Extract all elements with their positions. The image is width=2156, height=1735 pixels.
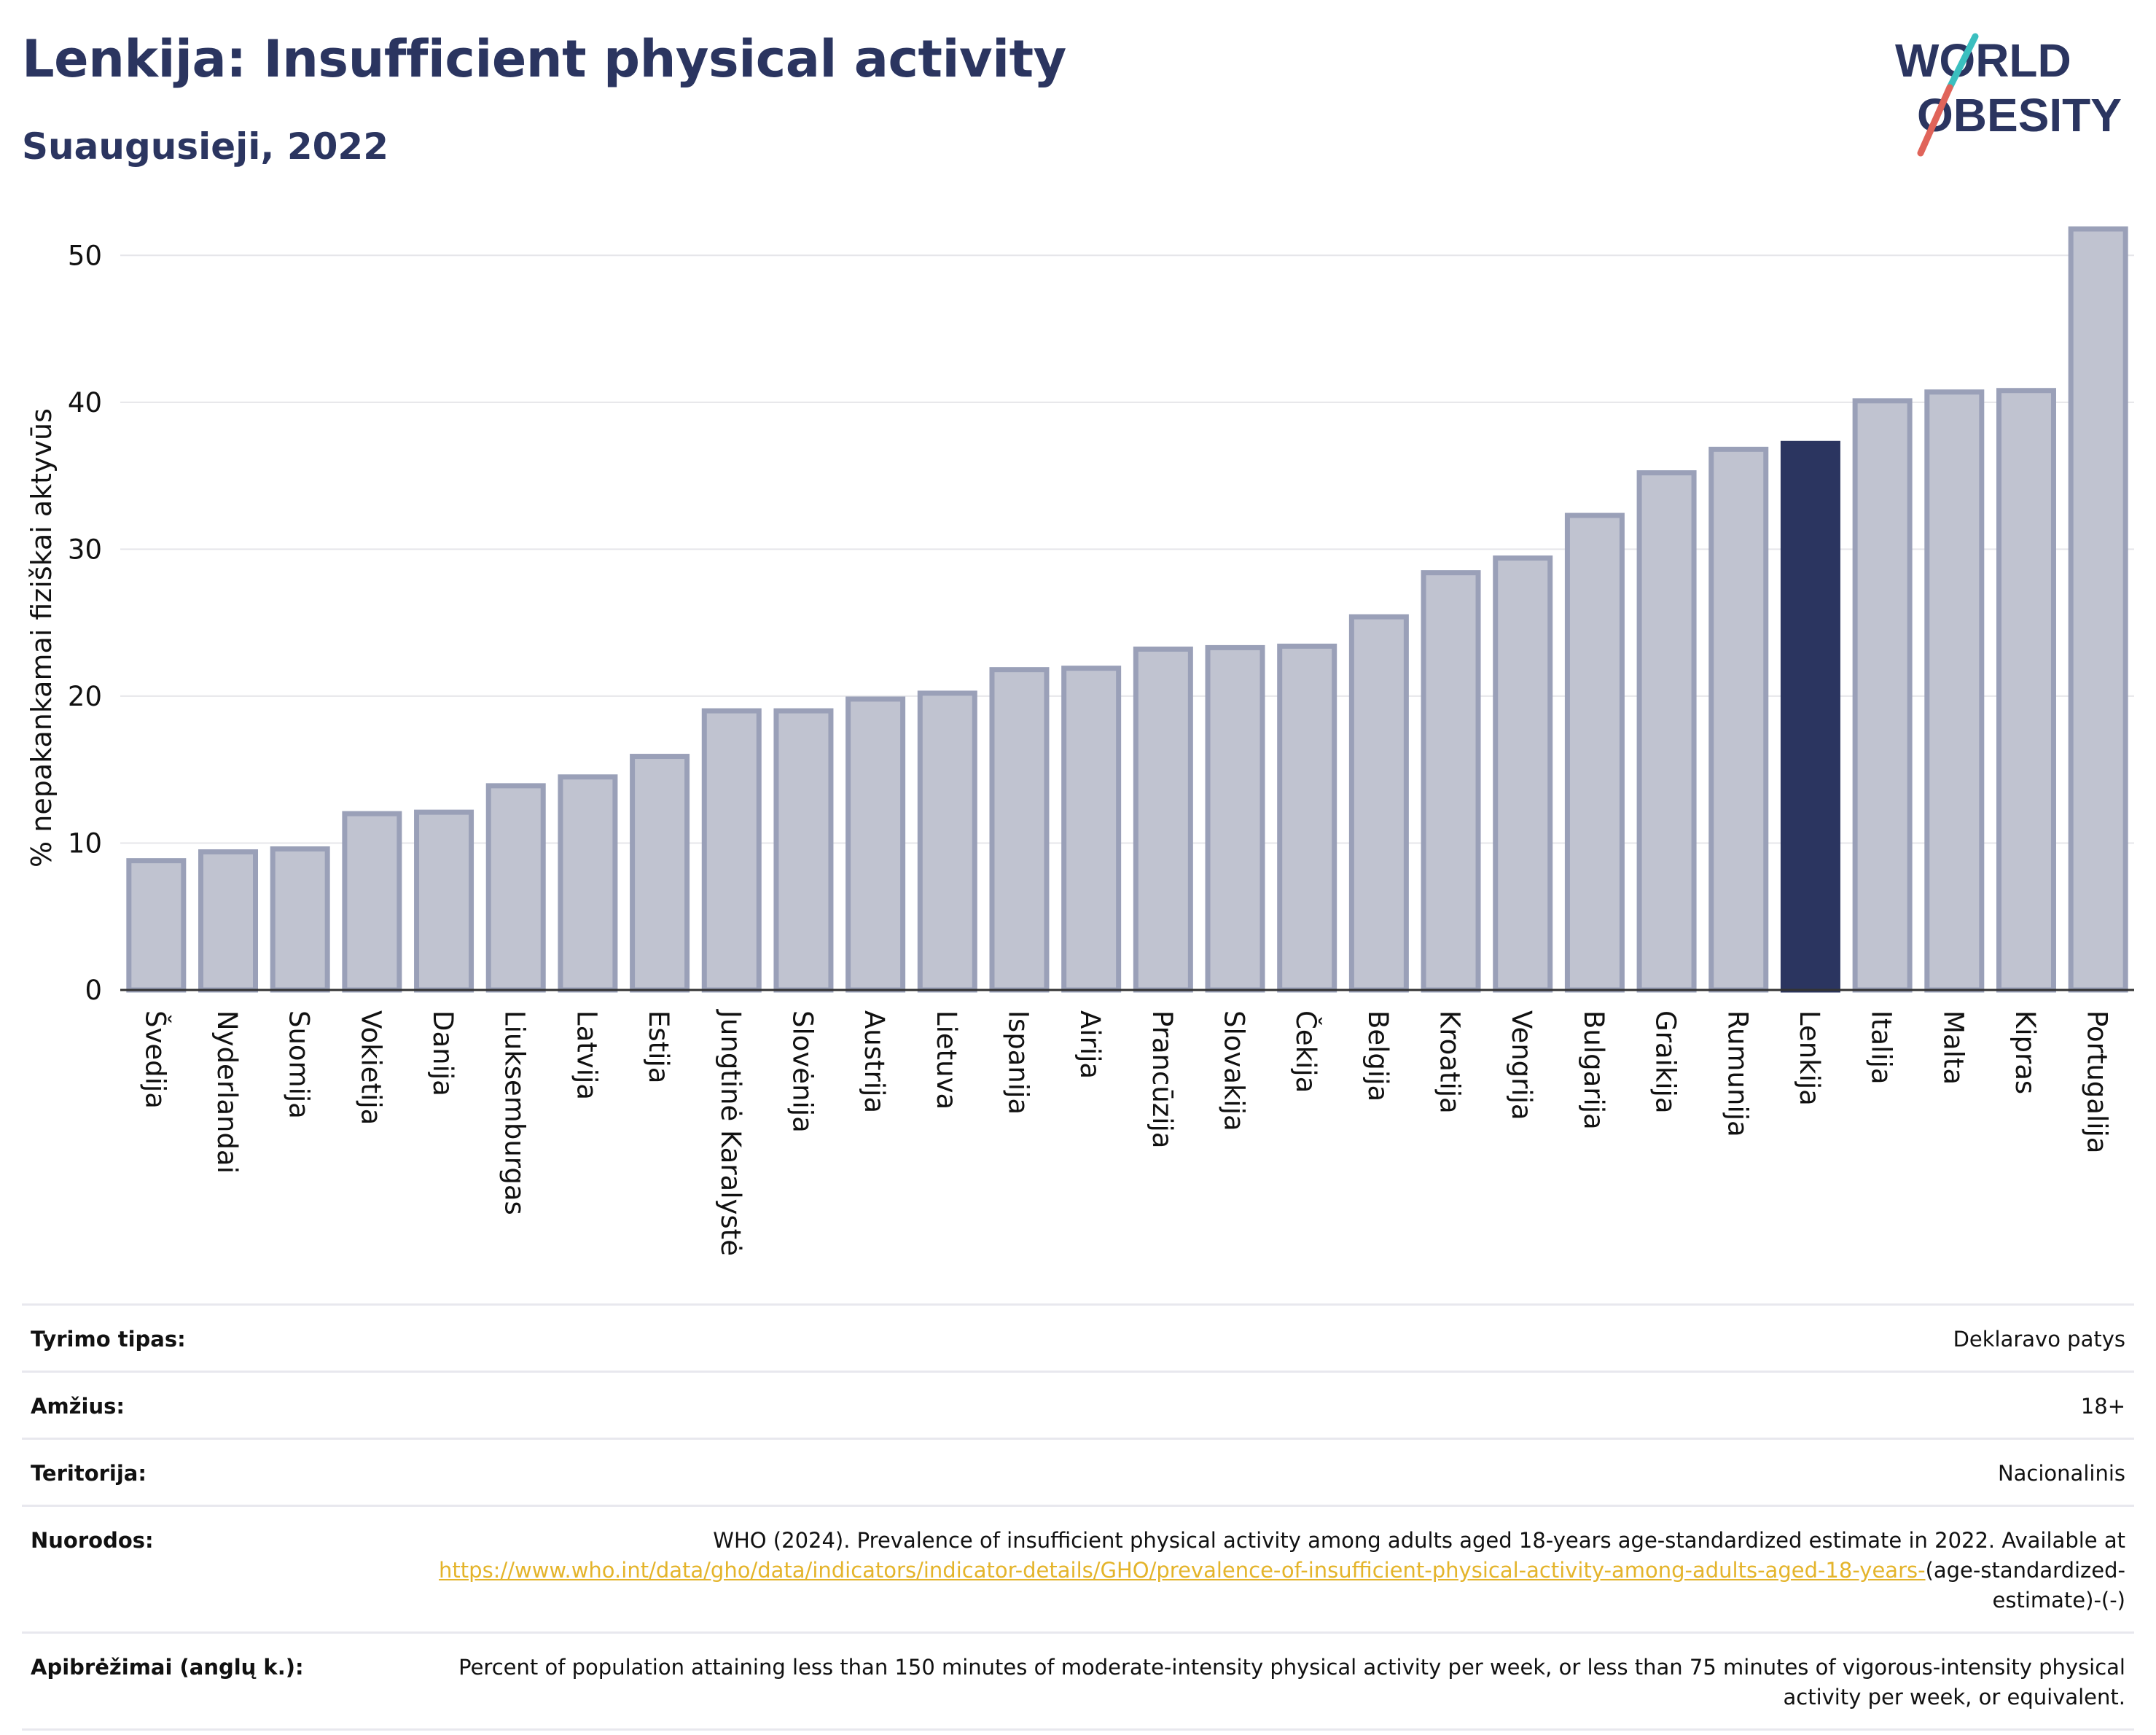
x-tick-label: Jungtinė Karalystė — [715, 1009, 746, 1256]
info-label: Teritorija: — [31, 1461, 147, 1486]
x-tick-label: Ispanija — [1002, 1010, 1034, 1115]
info-value-references: WHO (2024). Prevalence of insufficient p… — [376, 1526, 2125, 1615]
info-table: Tyrimo tipas: Deklaravo patys Amžius: 18… — [22, 1303, 2134, 1731]
info-row-age: Amžius: 18+ — [22, 1371, 2134, 1438]
bar-suomija — [270, 846, 330, 993]
info-value: Deklaravo patys — [1953, 1327, 2125, 1352]
x-tick-label: Liuksemburgas — [499, 1010, 531, 1215]
x-tick-label: Kroatija — [1434, 1010, 1466, 1114]
bar-belgija — [1348, 614, 1409, 993]
bar-vengrija — [1493, 555, 1553, 993]
reference-link[interactable]: https://www.who.int/data/gho/data/indica… — [439, 1558, 1926, 1583]
bar-graikija — [1636, 470, 1697, 993]
bar-austrija — [845, 696, 906, 993]
bar-prancūzija — [1133, 646, 1193, 993]
x-tick-label: Airija — [1074, 1010, 1106, 1079]
info-value: Percent of population attaining less tha… — [458, 1655, 2125, 1709]
bar-nyderlandai — [198, 849, 259, 993]
x-tick-label: Prancūzija — [1147, 1010, 1178, 1148]
x-tick-label: Latvija — [571, 1010, 602, 1100]
info-label: Nuorodos: — [31, 1528, 154, 1553]
y-tick-label: 30 — [68, 534, 102, 565]
x-tick-label: Nyderlandai — [211, 1010, 243, 1174]
bar-rumunija — [1708, 446, 1769, 993]
x-tick-label: Austrija — [859, 1010, 890, 1113]
x-tick-label: Malta — [1937, 1010, 1969, 1085]
bar-čekija — [1277, 643, 1337, 993]
logo-line-2: OBESITY — [1917, 89, 2122, 141]
bar-vokietija — [342, 811, 402, 993]
bar-ispanija — [989, 667, 1050, 993]
logo-line-1: WORLD — [1895, 34, 2071, 87]
y-tick-label: 10 — [68, 827, 102, 859]
bar-liuksemburgas — [485, 783, 546, 993]
x-tick-label: Slovakija — [1219, 1010, 1250, 1131]
bar-kipras — [1996, 388, 2056, 993]
info-row-survey-type: Tyrimo tipas: Deklaravo patys — [22, 1303, 2134, 1371]
y-tick-label: 50 — [68, 240, 102, 271]
bar-chart: 0 10 20 30 40 50 Švedija Nyderlandai Suomija Vok… — [26, 226, 2134, 1256]
info-row-references: Nuorodos: WHO (2024). Prevalence of insu… — [22, 1505, 2134, 1631]
bar-slovėnija — [773, 708, 834, 993]
bar-estija — [630, 754, 690, 993]
x-tick-label: Italija — [1866, 1010, 1897, 1085]
info-value: Nacionalinis — [1997, 1461, 2125, 1486]
x-tick-label: Estija — [643, 1010, 674, 1083]
x-tick-label: Rumunija — [1722, 1010, 1753, 1137]
x-tick-label: Danija — [427, 1010, 458, 1096]
info-row-territory: Teritorija: Nacionalinis — [22, 1438, 2134, 1505]
chart-title: Lenkija: Insufficient physical activity — [22, 29, 1066, 89]
info-row-definitions: Apibrėžimai (anglų k.): Percent of popul… — [22, 1631, 2134, 1731]
world-obesity-logo: WORLD OBESITY — [1895, 33, 2122, 157]
x-tick-label: Vengrija — [1506, 1010, 1537, 1120]
y-axis-label: % nepakankamai fiziškai aktyvūs — [26, 408, 58, 868]
bar-lietuva — [917, 690, 977, 993]
info-value: 18+ — [2080, 1394, 2125, 1419]
bar-kroatija — [1421, 570, 1481, 993]
x-tick-label: Vokietija — [355, 1010, 386, 1125]
bar-malta — [1924, 389, 1985, 993]
bar-latvija — [558, 774, 618, 993]
x-tick-label: Kipras — [2009, 1010, 2041, 1094]
logo-slash-red — [1917, 84, 1953, 157]
bar-bulgarija — [1564, 512, 1625, 993]
bar-švedija — [126, 858, 187, 993]
logo-slash-teal — [1946, 33, 1979, 91]
info-label: Tyrimo tipas: — [31, 1327, 186, 1352]
bar-lenkija — [1780, 440, 1840, 993]
x-tick-label: Bulgarija — [1578, 1010, 1609, 1130]
x-tick-label: Lietuva — [931, 1010, 962, 1110]
x-tick-label: Lenkija — [1794, 1010, 1825, 1106]
y-tick-label: 0 — [85, 975, 102, 1006]
bar-slovakija — [1205, 644, 1265, 993]
bars — [126, 226, 2128, 993]
info-label: Apibrėžimai (anglų k.): — [31, 1655, 304, 1680]
info-label: Amžius: — [31, 1394, 125, 1419]
bar-portugalija — [2068, 226, 2128, 993]
bar-danija — [414, 809, 474, 993]
x-tick-labels: Švedija Nyderlandai Suomija Vokietija Danija… — [139, 1009, 2112, 1256]
x-tick-label: Slovėnija — [786, 1010, 818, 1133]
x-tick-label: Belgija — [1362, 1010, 1394, 1102]
y-tick-labels: 0 10 20 30 40 50 — [68, 240, 102, 1006]
x-tick-label: Portugalija — [2082, 1010, 2113, 1153]
reference-suffix: (age-standardized-estimate)-(-) — [1925, 1558, 2125, 1613]
reference-text: WHO (2024). Prevalence of insufficient p… — [713, 1528, 2125, 1553]
x-tick-label: Graikija — [1650, 1010, 1682, 1114]
bar-airija — [1061, 666, 1122, 993]
x-tick-label: Suomija — [284, 1010, 315, 1119]
bar-italija — [1852, 398, 1913, 993]
x-tick-label: Čekija — [1290, 1010, 1322, 1093]
bar-jungtinė-karalystė — [701, 708, 762, 993]
x-tick-label: Švedija — [139, 1010, 171, 1109]
chart-subtitle: Suaugusieji, 2022 — [22, 125, 388, 168]
y-tick-label: 20 — [68, 681, 102, 712]
y-tick-label: 40 — [68, 387, 102, 418]
